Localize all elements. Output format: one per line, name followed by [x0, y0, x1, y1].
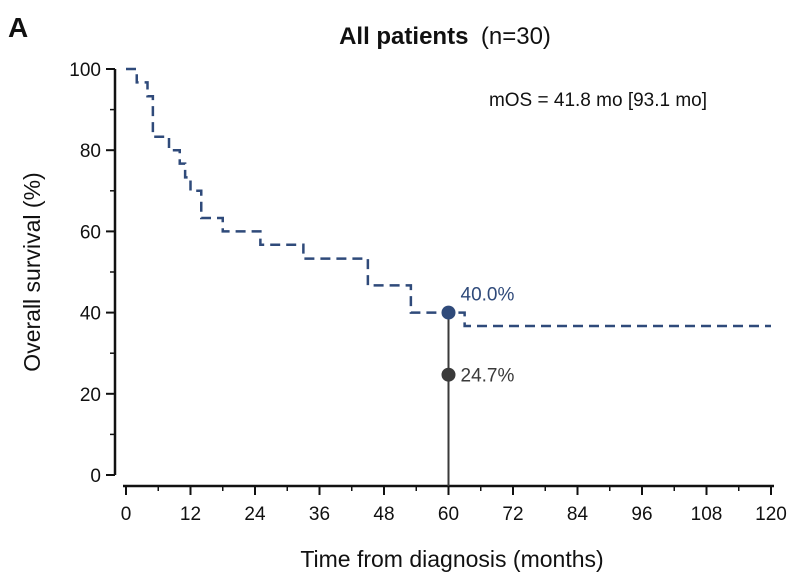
x-tick-label: 12 — [180, 504, 201, 525]
highlight-point-label: 40.0% — [461, 285, 515, 306]
x-tick-label: 24 — [244, 504, 266, 525]
y-tick-label: 60 — [80, 222, 101, 243]
x-axis: 0 12 24 36 48 60 72 84 96 108 120 — [121, 484, 787, 525]
panel-letter: A — [8, 12, 28, 43]
x-axis-title: Time from diagnosis (months) — [300, 546, 603, 572]
chart-title: All patients (n=30) — [339, 23, 551, 50]
y-tick-label: 80 — [80, 141, 101, 162]
x-tick-label: 0 — [121, 504, 132, 525]
x-tick-label: 96 — [631, 504, 652, 525]
x-tick-label: 120 — [755, 504, 787, 525]
survival-curve — [126, 67, 771, 328]
y-tick-label: 20 — [80, 385, 101, 406]
highlight-point-label: 24.7% — [461, 366, 515, 387]
y-tick-label: 100 — [69, 60, 101, 81]
highlight-marker-layer: 40.0% 24.7% — [441, 285, 515, 486]
x-tick-label: 36 — [309, 504, 330, 525]
chart-title-subtitle: (n=30) — [481, 23, 551, 50]
x-tick-label: 48 — [373, 504, 394, 525]
y-axis: 0 20 40 60 80 100 — [69, 60, 117, 487]
x-tick-label: 60 — [438, 504, 459, 525]
chart-title-main: All patients — [339, 23, 468, 50]
median-os-annotation: mOS = 41.8 mo [93.1 mo] — [489, 90, 707, 111]
highlight-point — [441, 367, 456, 382]
y-tick-label: 40 — [80, 304, 101, 325]
survival-curve-layer — [126, 67, 771, 328]
x-tick-label: 108 — [691, 504, 723, 525]
y-tick-label: 0 — [90, 466, 101, 487]
x-tick-label: 72 — [502, 504, 523, 525]
y-axis-title: Overall survival (%) — [19, 172, 45, 371]
x-tick-label: 84 — [567, 504, 589, 525]
highlight-point — [441, 305, 456, 320]
